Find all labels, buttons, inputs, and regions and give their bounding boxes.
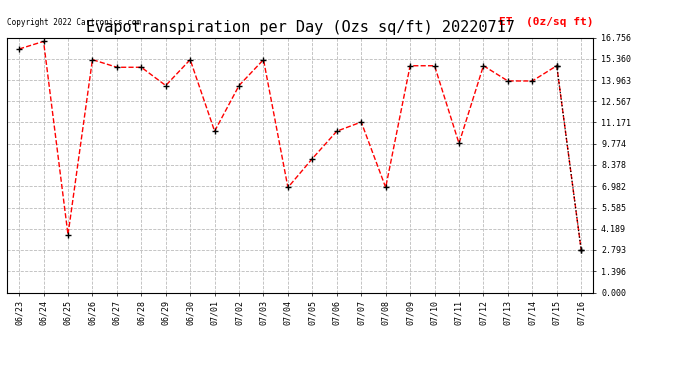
Title: Evapotranspiration per Day (Ozs sq/ft) 20220717: Evapotranspiration per Day (Ozs sq/ft) 2… (86, 20, 515, 35)
Text: ET  (0z/sq ft): ET (0z/sq ft) (499, 17, 593, 27)
Text: Copyright 2022 Cartronics.com: Copyright 2022 Cartronics.com (7, 18, 141, 27)
